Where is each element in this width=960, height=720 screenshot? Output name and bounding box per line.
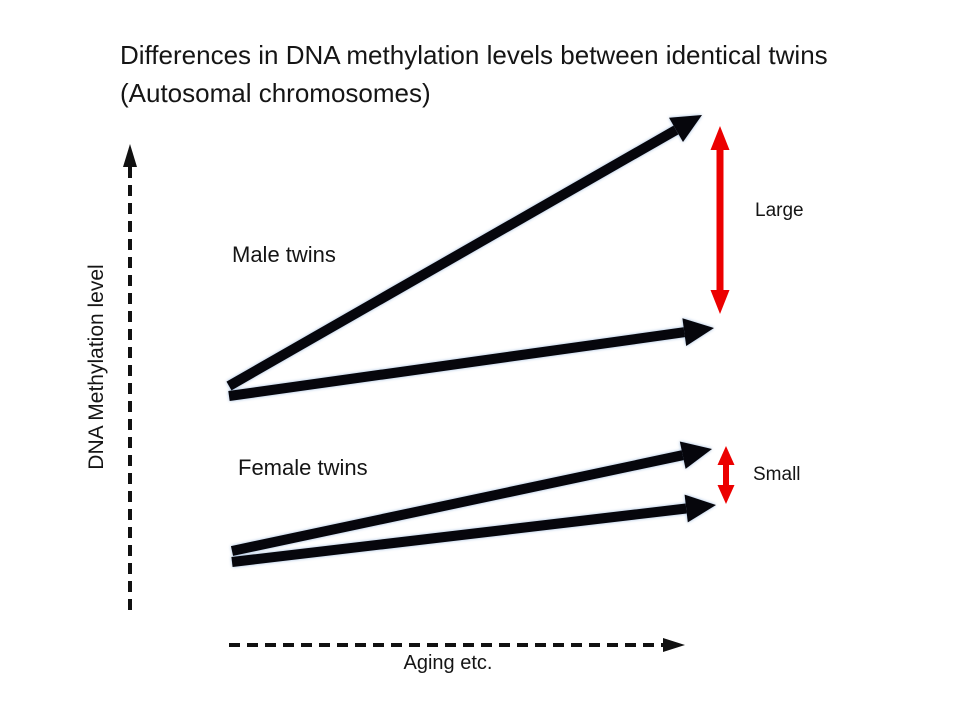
large-difference-arrow	[710, 126, 730, 314]
slide-title: Differences in DNA methylation levels be…	[120, 36, 828, 112]
male-twins-label: Male twins	[232, 242, 336, 267]
female-twin-upper-arrow-shaft	[230, 450, 684, 556]
x-axis-arrowhead-icon	[663, 638, 685, 652]
male-twin-lower-arrowhead-icon	[682, 318, 714, 346]
female-twin-lower-arrow	[231, 494, 716, 567]
female-twin-upper-arrow	[230, 441, 712, 556]
small-difference-arrowhead-top-icon	[717, 446, 735, 465]
male-twin-lower-arrow	[228, 318, 714, 401]
large-difference-arrowhead-top-icon	[710, 126, 730, 150]
male-twin-upper-arrow	[226, 115, 702, 391]
male-twin-lower-arrow-shaft	[228, 327, 685, 401]
female-twin-lower-arrow-shaft	[231, 503, 687, 567]
y-axis	[123, 144, 137, 610]
small-difference-arrowhead-bottom-icon	[717, 485, 735, 504]
small-difference-label: Small	[753, 464, 801, 485]
male-twin-upper-arrowhead-icon	[669, 115, 702, 142]
twin-trajectory-arrows	[226, 115, 716, 567]
slide-title-line1: Differences in DNA methylation levels be…	[120, 40, 828, 70]
large-difference-label: Large	[755, 200, 804, 221]
y-axis-label: DNA Methylation level	[85, 264, 108, 470]
female-twin-lower-arrowhead-icon	[684, 494, 716, 523]
slide-title-line2: (Autosomal chromosomes)	[120, 78, 431, 108]
small-difference-arrow	[717, 446, 735, 504]
female-twins-label: Female twins	[238, 455, 368, 480]
y-axis-arrowhead-icon	[123, 144, 137, 167]
male-twin-upper-arrow-shaft	[226, 125, 679, 391]
female-twin-upper-arrowhead-icon	[679, 441, 712, 469]
large-difference-arrowhead-bottom-icon	[710, 290, 730, 314]
x-axis-label: Aging etc.	[403, 652, 493, 674]
x-axis	[229, 638, 685, 652]
difference-arrows	[710, 126, 735, 504]
